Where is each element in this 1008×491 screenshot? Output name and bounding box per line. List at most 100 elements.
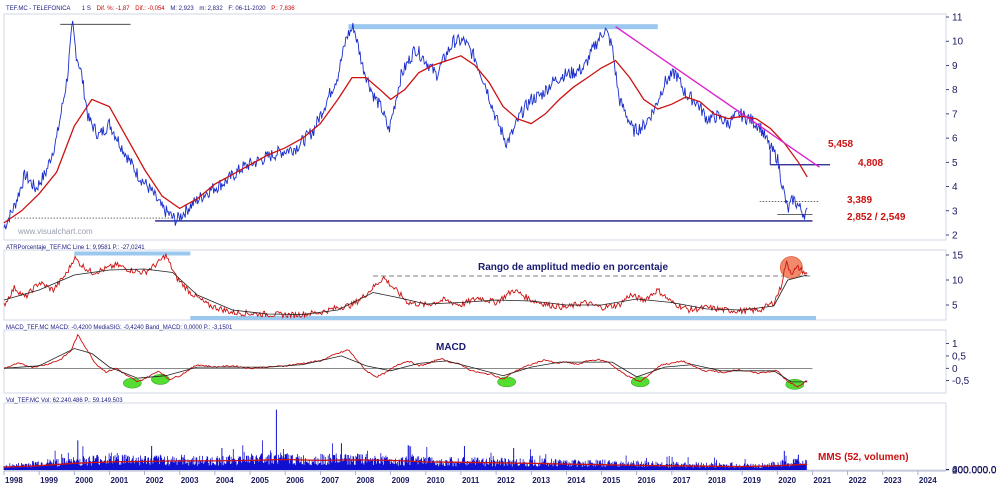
price-y-tick-label: 11 [952, 13, 963, 24]
x-tick-label: 2001 [110, 476, 128, 485]
macd-signal-line [3, 348, 808, 383]
x-tick-label: 2020 [778, 476, 796, 485]
macd-y-tick-label: -0,5 [952, 376, 970, 387]
volume-annotation: MMS (52, volumen) [818, 452, 909, 463]
x-tick-label: 2015 [603, 476, 621, 485]
resistance-band [348, 24, 658, 30]
macd-y-axis: 10,5 0-0,5 [946, 339, 970, 387]
price-header-min: m: 2,832 [199, 6, 223, 12]
atr-panel-frame [3, 249, 947, 321]
price-series-line [3, 20, 808, 230]
volume-y-tick-label: 600.000.0 [952, 465, 997, 476]
atr-y-axis: 15 10 5 [946, 251, 964, 312]
level-label-3389: 3,389 [847, 195, 872, 206]
atr-y-tick-label: 5 [952, 301, 958, 312]
x-tick-label: 2013 [532, 476, 550, 485]
x-tick-label: 2002 [146, 476, 164, 485]
x-tick-label: 2021 [813, 476, 831, 485]
x-tick-label: 2017 [673, 476, 691, 485]
atr-y-tick-label: 10 [952, 276, 964, 287]
price-y-tick-label: 8 [952, 85, 958, 96]
x-tick-label: 2014 [567, 476, 585, 485]
price-header: TEF.MC - TELEFONICA 1 S Dif. %: -1,87 Di… [6, 6, 295, 12]
level-label-4808: 4,808 [858, 158, 883, 169]
x-tick-label: 2000 [75, 476, 93, 485]
x-tick-label: 2007 [321, 476, 339, 485]
atr-spike-highlight [779, 256, 803, 279]
x-tick-label: 2004 [216, 476, 234, 485]
macd-y-tick-label: 0,5 [952, 351, 966, 362]
macd-series-line [3, 333, 808, 388]
x-tick-label: 2024 [919, 476, 937, 485]
volume-mms-group [3, 458, 808, 468]
x-tick-label: 2009 [392, 476, 410, 485]
macd-annotation: MACD [436, 342, 466, 353]
price-moving-average-line [3, 55, 808, 224]
x-tick-label: 1999 [40, 476, 58, 485]
x-tick-label: 2010 [427, 476, 445, 485]
price-y-tick-label: 5 [952, 158, 958, 169]
price-overlays-front [615, 26, 820, 168]
x-axis: 1998 1999 2000 2001 2002 2003 2004 2005 2006 2007… [3, 470, 946, 485]
price-y-axis: 11 10 9 8 7 6 5 4 3 2 [946, 13, 964, 242]
price-header-period: 1 S [82, 6, 91, 12]
atr-overlays [74, 251, 816, 320]
price-header-dif: Dif.: -0,054 [135, 6, 165, 12]
macd-y-tick-label: 0 [952, 364, 958, 375]
x-tick-label: 2016 [638, 476, 656, 485]
price-y-tick-label: 10 [952, 37, 964, 48]
level-label-2852: 2,852 / 2,549 [847, 212, 906, 223]
price-y-tick-label: 2 [952, 231, 958, 242]
atr-annotation: Rango de amplitud medio en porcentaje [478, 262, 668, 273]
price-overlays-back [14, 23, 831, 222]
price-panel: TEF.MC - TELEFONICA 1 S Dif. %: -1,87 Di… [3, 6, 964, 242]
x-tick-label: 2019 [743, 476, 761, 485]
price-y-tick-label: 9 [952, 61, 958, 72]
atr-bottom-band [190, 316, 816, 320]
x-tick-label: 2006 [286, 476, 304, 485]
x-tick-label: 2022 [849, 476, 867, 485]
atr-panel: ATRPorcentaje_TEF.MC Line 1: 9,9581 P.: … [3, 245, 964, 321]
macd-header: MACD_TEF.MC MACD: -0,4200 MediaSIG: -0,4… [6, 325, 233, 331]
x-tick-label: 2005 [251, 476, 269, 485]
price-header-max: M: 2,923 [170, 6, 194, 12]
macd-series-group [3, 333, 808, 388]
x-tick-label: 2012 [497, 476, 515, 485]
price-header-date: F: 06-11-2020 [228, 6, 266, 12]
volume-mms-line [3, 458, 808, 468]
macd-low-highlight [122, 377, 142, 389]
price-y-tick-label: 4 [952, 182, 958, 193]
price-y-tick-label: 3 [952, 206, 958, 217]
x-tick-label: 2008 [356, 476, 374, 485]
macd-panel: MACD_TEF.MC MACD: -0,4200 MediaSIG: -0,4… [3, 325, 970, 394]
macd-low-highlight [785, 379, 805, 390]
macd-y-tick-label: 1 [952, 339, 958, 350]
atr-series-group [3, 253, 808, 319]
price-series-group [3, 20, 808, 230]
atr-top-band [74, 251, 191, 256]
price-panel-frame [3, 13, 947, 241]
macd-low-highlight [630, 376, 650, 388]
price-y-tick-label: 7 [952, 109, 958, 120]
level-label-5458: 5,458 [828, 139, 853, 150]
price-header-dif-pct: Dif. %: -1,87 [97, 6, 131, 12]
x-tick-label: 2011 [462, 476, 480, 485]
macd-panel-frame [3, 329, 947, 394]
x-tick-label: 2023 [884, 476, 902, 485]
x-tick-label: 2018 [708, 476, 726, 485]
atr-y-tick-label: 15 [952, 251, 964, 262]
x-tick-label: 2003 [181, 476, 199, 485]
volume-panel: Vol_TEF.MC Vol: 62.240.486 P.: 59.149.50… [3, 398, 997, 476]
price-header-ticker: TEF.MC - TELEFONICA [6, 6, 71, 12]
x-tick-label: 1998 [5, 476, 23, 485]
volume-y-tick-label: 400.000.0 [952, 465, 997, 476]
price-y-tick-label: 6 [952, 134, 958, 145]
downtrend-line [615, 26, 820, 168]
price-header-price: P.: 7,836 [271, 6, 295, 12]
atr-average-series-line [3, 268, 808, 315]
volume-header: Vol_TEF.MC Vol: 62.240.486 P.: 59.149.50… [6, 398, 123, 404]
atr-header: ATRPorcentaje_TEF.MC Line 1: 9,9581 P.: … [6, 245, 145, 251]
watermark: www.visualchart.com [17, 227, 93, 236]
